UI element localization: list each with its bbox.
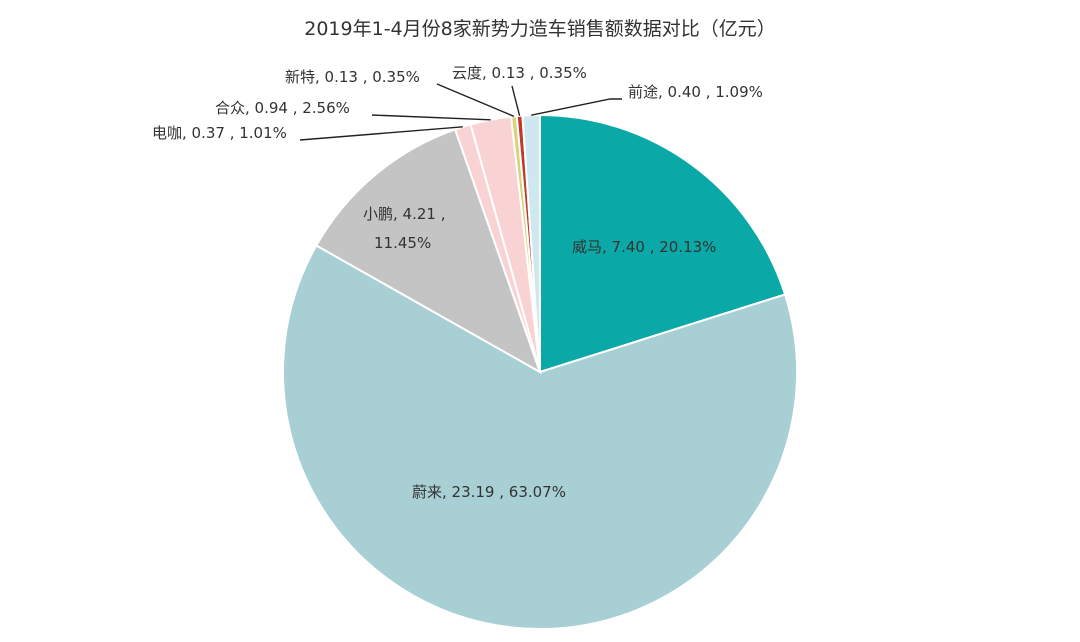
leader-lines [299, 83, 622, 141]
slice-label-weilai: 蔚来, 23.19 , 63.07% [412, 483, 566, 501]
slice-label-weima: 威马, 7.40 , 20.13% [572, 238, 716, 256]
pie-slice-qiantu [521, 113, 541, 373]
leader-line-hezhong [371, 114, 491, 121]
leader-line-qiantu [531, 98, 622, 116]
pie-slices [282, 113, 798, 630]
slice-label-qiantu: 前途, 0.40 , 1.09% [628, 83, 763, 101]
pie-slice-weilai [282, 244, 798, 630]
leader-line-yundu [511, 85, 521, 116]
slice-label-xinte: 新特, 0.13 , 0.35% [285, 68, 420, 86]
leader-line-dianka [299, 126, 463, 141]
chart-title: 2019年1-4月份8家新势力造车销售额数据对比（亿元） [304, 18, 776, 40]
slice-label-xiaopeng-line2: 11.45% [374, 234, 431, 252]
leader-line-xinte [436, 83, 515, 117]
slice-label-xiaopeng-line1: 小鹏, 4.21 , [363, 205, 445, 223]
pie-slice-xiaopeng [314, 128, 542, 375]
slice-label-yundu: 云度, 0.13 , 0.35% [452, 64, 587, 82]
slice-label-dianka: 电咖, 0.37 , 1.01% [152, 124, 287, 142]
slice-label-hezhong: 合众, 0.94 , 2.56% [215, 99, 350, 117]
pie-slice-weima [539, 113, 787, 374]
